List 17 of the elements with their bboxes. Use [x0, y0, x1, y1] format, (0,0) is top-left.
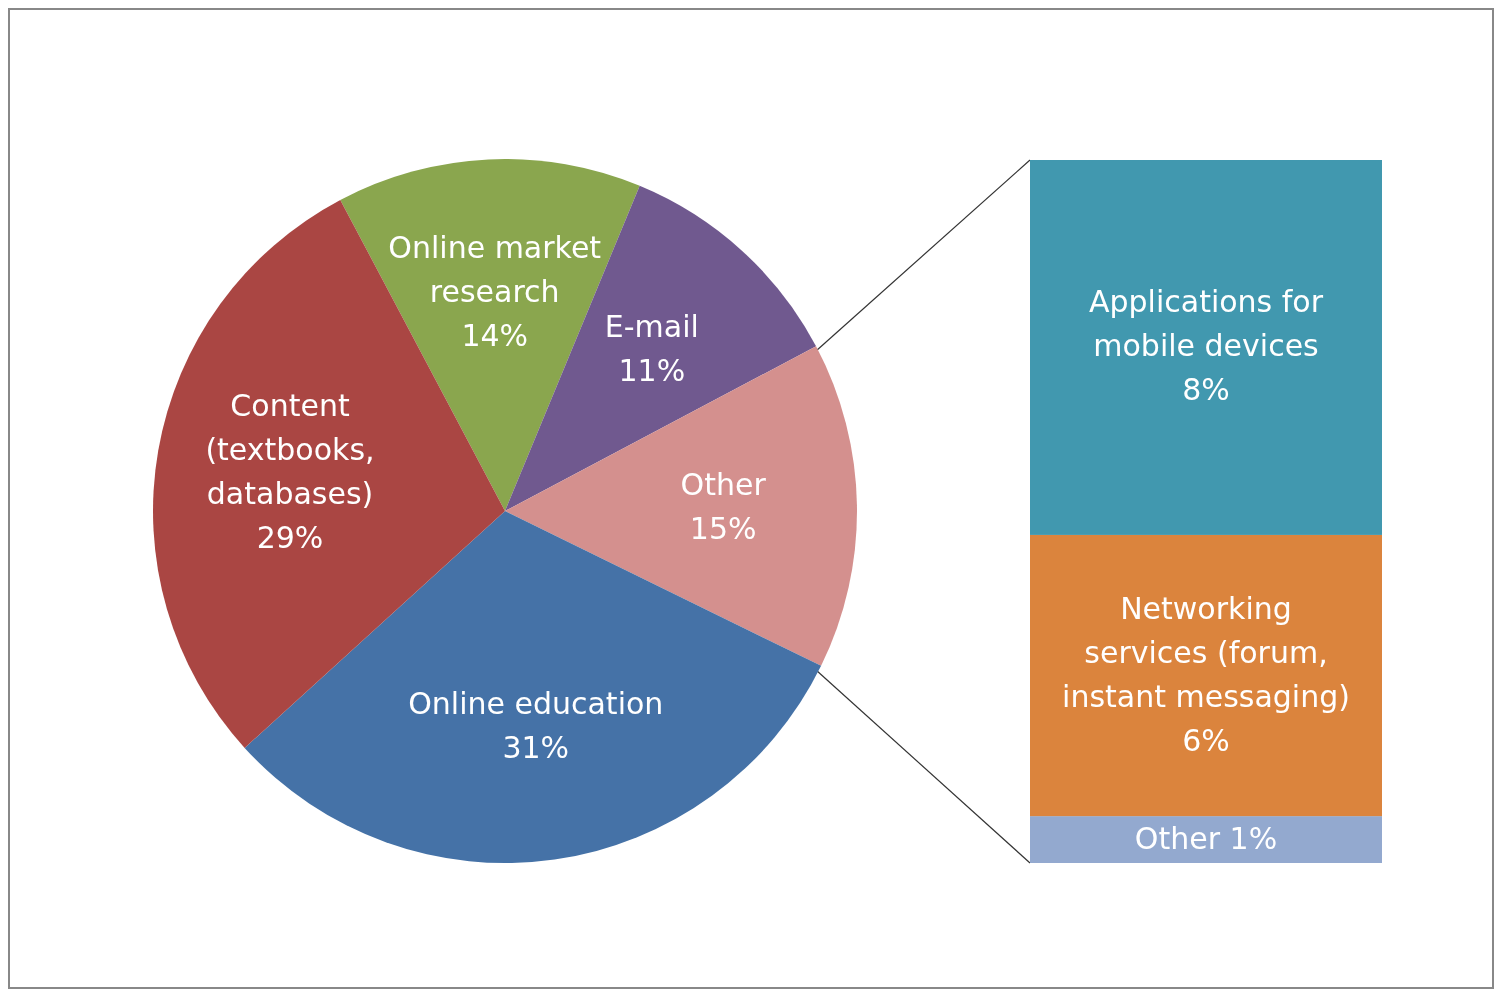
- data-label: 29%: [256, 519, 324, 555]
- text: Other 1%: [1134, 820, 1278, 856]
- series-label: Applications for mobile devices: [1088, 283, 1324, 363]
- slice-label: E-mail: [604, 308, 699, 344]
- slice-label: Online education: [408, 685, 664, 721]
- slice-label: Other: [680, 466, 767, 502]
- slice-label: Content (textbooks, databases): [205, 387, 375, 511]
- data-label: 14%: [461, 317, 529, 353]
- data-label: 8%: [1182, 371, 1230, 407]
- data-label: 31%: [502, 729, 570, 765]
- series-label: Networking services (forum, instant messaging): [1062, 590, 1350, 714]
- pie-slice: [505, 346, 857, 666]
- data-label: 6%: [1182, 722, 1230, 758]
- data-label: 11%: [618, 352, 686, 388]
- pie-slice: [244, 511, 822, 863]
- data-label: 15%: [689, 510, 757, 546]
- slice-label: Online market research: [388, 229, 602, 309]
